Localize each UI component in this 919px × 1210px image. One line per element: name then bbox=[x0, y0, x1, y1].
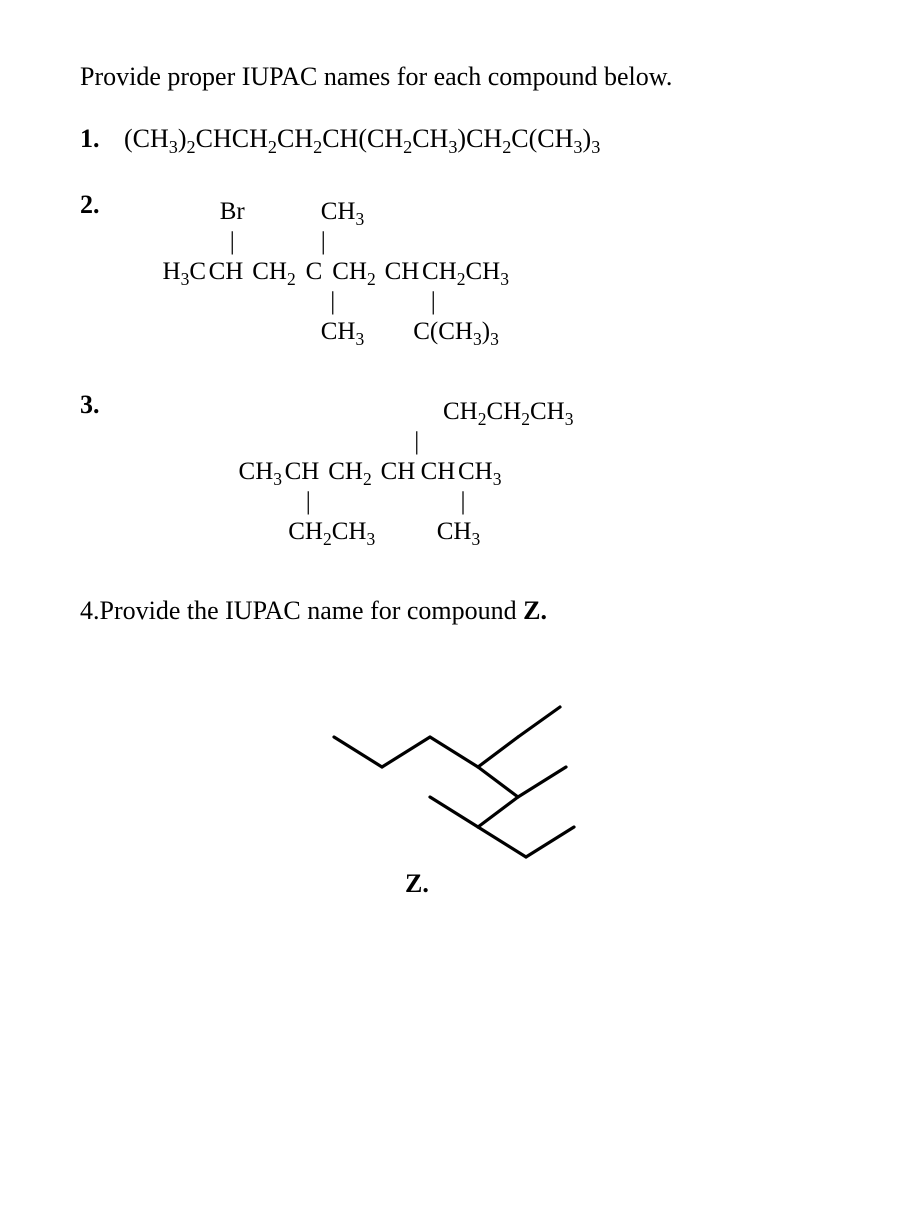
p2-tbu: C(CH3)3 bbox=[413, 318, 499, 346]
compound-z-diagram: Z. bbox=[80, 637, 859, 946]
p2-br: Br bbox=[212, 198, 252, 226]
p3-c5: CH bbox=[418, 458, 458, 486]
p2-sp2: CH2 bbox=[326, 258, 382, 286]
p2-c4: C bbox=[302, 258, 326, 286]
p3-c4: CH bbox=[378, 458, 418, 486]
problem-1: 1. (CH3)2CHCH2CH2CH(CH2CH3)CH2C(CH3)3 bbox=[80, 122, 859, 156]
p2-ch3-bot: CH3 bbox=[321, 318, 369, 346]
problem-2-number: 2. bbox=[80, 188, 124, 222]
p2-c2: CH bbox=[206, 258, 246, 286]
p3-c2: CH bbox=[282, 458, 322, 486]
problem-1-formula: (CH3)2CHCH2CH2CH(CH2CH3)CH2C(CH3)3 bbox=[124, 122, 859, 156]
p3-ch3-bot: CH3 bbox=[437, 518, 493, 546]
p3-prefix: CH3 bbox=[224, 458, 282, 486]
p2-c6: CH bbox=[382, 258, 422, 286]
p2-sp1: CH2 bbox=[246, 258, 302, 286]
p3-sp1: CH2 bbox=[322, 458, 378, 486]
problem-4-z-bold: Z. bbox=[523, 596, 547, 625]
problem-2: 2. Br CH3 | | H3CCHCH2 bbox=[80, 188, 859, 348]
problem-4-num-text: 4.Provide the IUPAC name for compound bbox=[80, 596, 523, 625]
problem-3: 3. CH2CH2CH3 | bbox=[80, 388, 859, 548]
z-label: Z. bbox=[405, 869, 429, 898]
p2-ch3-top: CH3 bbox=[321, 198, 369, 226]
problem-4: 4.Provide the IUPAC name for compound Z.… bbox=[80, 594, 859, 947]
p3-propyl: CH2CH2CH3 bbox=[443, 398, 573, 426]
problem-3-number: 3. bbox=[80, 388, 124, 422]
problem-4-text: 4.Provide the IUPAC name for compound Z. bbox=[80, 594, 859, 628]
problem-3-structure: CH2CH2CH3 | CH3CHCH2CHCHCH3 | bbox=[124, 388, 859, 548]
page: Provide proper IUPAC names for each comp… bbox=[0, 0, 919, 1210]
p2-suffix: CH2CH3 bbox=[422, 258, 509, 286]
skeletal-svg: Z. bbox=[260, 637, 680, 937]
p3-suffix: CH3 bbox=[458, 458, 501, 486]
p2-prefix: H3C bbox=[144, 258, 206, 286]
p3-ethyl: CH2CH3 bbox=[288, 518, 384, 546]
intro-text: Provide proper IUPAC names for each comp… bbox=[80, 60, 859, 94]
problem-1-number: 1. bbox=[80, 122, 124, 156]
problem-2-structure: Br CH3 | | H3CCHCH2CCH2CHCH2CH3 bbox=[124, 188, 859, 348]
